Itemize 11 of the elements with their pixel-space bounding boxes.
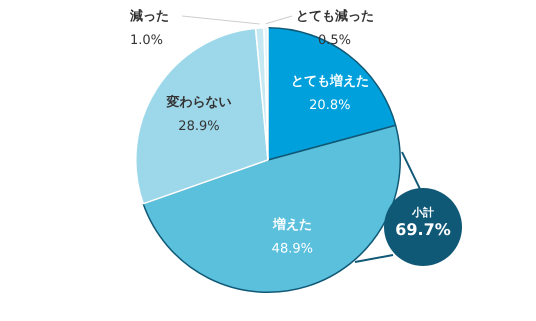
slice-label: 増えた xyxy=(272,216,312,232)
data-label: 1.0% xyxy=(130,33,164,48)
data-label: 28.9% xyxy=(178,118,220,134)
slice-label: とても増えた xyxy=(290,72,369,89)
slice-label: 変わらない xyxy=(165,94,232,110)
data-label: 20.8% xyxy=(309,98,350,113)
slice-label: とても減った xyxy=(296,9,374,24)
text: 小計 xyxy=(410,205,435,220)
text: 69.7% xyxy=(394,220,452,239)
data-label: 48.9% xyxy=(272,241,313,256)
slice-label: 減った xyxy=(129,9,169,24)
